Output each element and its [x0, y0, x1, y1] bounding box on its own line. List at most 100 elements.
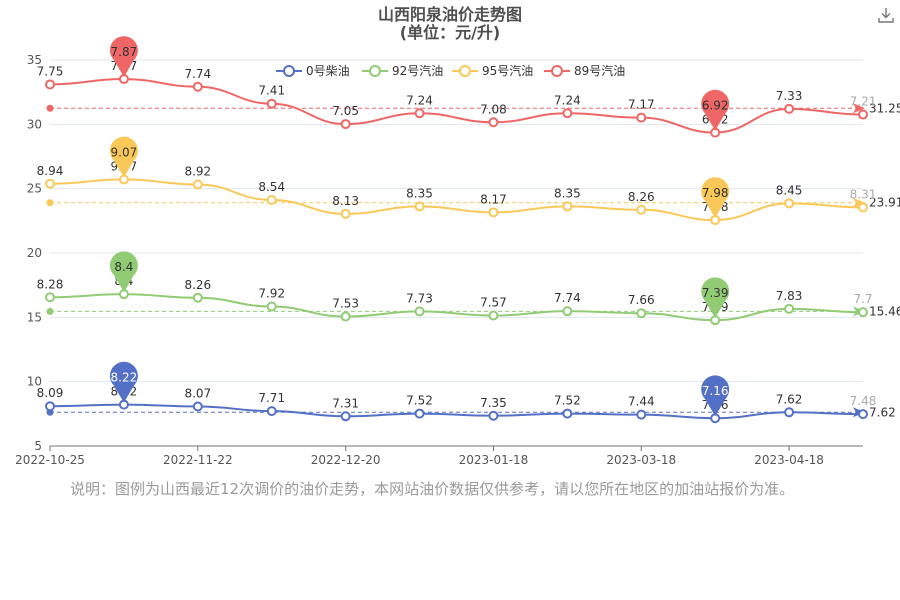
max-pin: 7.87: [109, 36, 138, 78]
data-label: 7.48: [850, 394, 877, 408]
y-tick-label: 15: [27, 310, 42, 324]
download-icon[interactable]: [877, 6, 895, 24]
data-point: [414, 201, 425, 212]
data-label: 7.92: [258, 287, 285, 301]
average-start-dot: [46, 104, 54, 112]
average-arrow: [853, 103, 865, 114]
data-label: 8.54: [258, 180, 285, 194]
series-95号汽油: 23.918.949.078.928.548.138.358.178.358.2…: [37, 159, 900, 226]
data-point: [45, 79, 55, 90]
series-area: 7.62 8.09 8.22 8.07 7.71 7.31 7.52 7.35 7.52 7.44…: [37, 59, 900, 424]
x-tick-label: 2023-03-18: [606, 453, 676, 467]
data-label: 7.52: [406, 394, 433, 408]
x-tick-label: 2023-04-18: [754, 453, 824, 467]
data-point: [784, 407, 795, 418]
y-tick-label: 25: [27, 182, 42, 196]
pin-shape: [701, 375, 730, 417]
data-label: 7.73: [406, 291, 433, 305]
data-label: 8.09: [37, 386, 64, 400]
data-point: [488, 410, 499, 421]
legend-marker: [459, 65, 471, 77]
data-point: [562, 108, 573, 119]
data-label: 7.41: [258, 84, 285, 98]
data-point: [784, 303, 795, 314]
series-line: [49, 293, 864, 322]
data-label: 7.24: [554, 93, 581, 107]
data-label: 7.31: [332, 396, 359, 410]
max-pin: 8.22: [109, 361, 138, 403]
y-tick-label: 10: [27, 375, 42, 389]
data-label: 8.17: [480, 192, 507, 206]
pin-shape: [109, 36, 138, 78]
legend-item[interactable]: 92号汽油: [362, 63, 443, 78]
data-label: 7.83: [776, 289, 803, 303]
data-label: 7.05: [332, 104, 359, 118]
data-point: [192, 179, 203, 190]
legend-marker: [283, 65, 295, 77]
data-point: [340, 208, 351, 219]
y-tick-label: 35: [27, 53, 42, 67]
legend[interactable]: 0号柴油 92号汽油 95号汽油 89号汽油: [276, 63, 625, 78]
data-label: 8.26: [628, 190, 655, 204]
pin-label: 7.98: [702, 186, 729, 200]
data-point: [488, 117, 499, 128]
average-label: 15.46: [869, 304, 900, 318]
data-point: [414, 408, 425, 419]
data-point: [784, 198, 795, 209]
max-pin: 8.4: [109, 251, 138, 293]
data-point: [192, 401, 203, 412]
pin-shape: [109, 251, 138, 293]
data-label: 7.52: [554, 394, 581, 408]
data-point: [636, 409, 647, 420]
data-point: [488, 207, 499, 218]
data-point: [636, 112, 647, 123]
data-point: [858, 307, 868, 318]
data-label: 8.31: [850, 187, 877, 201]
chart-title: 山西阳泉油价走势图: [378, 5, 522, 24]
series-92号汽油: 15.468.288.48.267.927.537.737.577.747.66…: [37, 274, 900, 326]
data-label: 7.71: [258, 391, 285, 405]
x-tick-label: 2022-11-22: [163, 453, 233, 467]
pin-shape: [109, 136, 138, 178]
average-label: 23.91: [869, 196, 900, 210]
data-point: [192, 81, 203, 92]
pin-shape: [701, 89, 730, 131]
legend-label: 0号柴油: [306, 64, 350, 78]
x-tick-label: 2022-12-20: [311, 453, 381, 467]
legend-marker: [551, 65, 563, 77]
average-label: 31.25: [869, 101, 900, 115]
data-point: [562, 306, 573, 317]
data-point: [488, 310, 499, 321]
data-point: [562, 408, 573, 419]
legend-item[interactable]: 95号汽油: [452, 63, 533, 78]
min-pin: 6.92: [701, 89, 730, 131]
legend-item[interactable]: 0号柴油: [276, 64, 350, 78]
data-label: 7.75: [37, 64, 64, 78]
y-tick-label: 30: [27, 117, 42, 131]
data-label: 7.66: [628, 293, 655, 307]
y-tick-label: 5: [34, 439, 42, 453]
min-pin: 7.39: [701, 277, 730, 319]
data-point: [192, 292, 203, 303]
data-point: [266, 98, 277, 109]
min-pin: 7.16: [701, 375, 730, 417]
data-label: 8.26: [184, 278, 211, 292]
data-label: 8.07: [184, 386, 211, 400]
data-point: [784, 103, 795, 114]
series-0号柴油: 7.628.098.228.077.717.317.527.357.527.44…: [37, 385, 896, 424]
legend-item[interactable]: 89号汽油: [544, 63, 625, 78]
pin-label: 7.87: [111, 45, 138, 59]
data-label: 7.33: [776, 89, 803, 103]
series-line: [49, 178, 864, 222]
legend-label: 89号汽油: [574, 63, 625, 78]
data-label: 8.35: [554, 186, 581, 200]
data-point: [636, 204, 647, 215]
x-tick-label: 2023-01-18: [459, 453, 529, 467]
data-point: [340, 311, 351, 322]
data-point: [562, 201, 573, 212]
average-start-dot: [46, 307, 54, 315]
data-label: 7.7: [853, 292, 872, 306]
grid: 5 10 15 20 25 30 35 2022-10-25 2022-11-22 2022-12…: [15, 53, 863, 467]
data-label: 8.13: [332, 194, 359, 208]
